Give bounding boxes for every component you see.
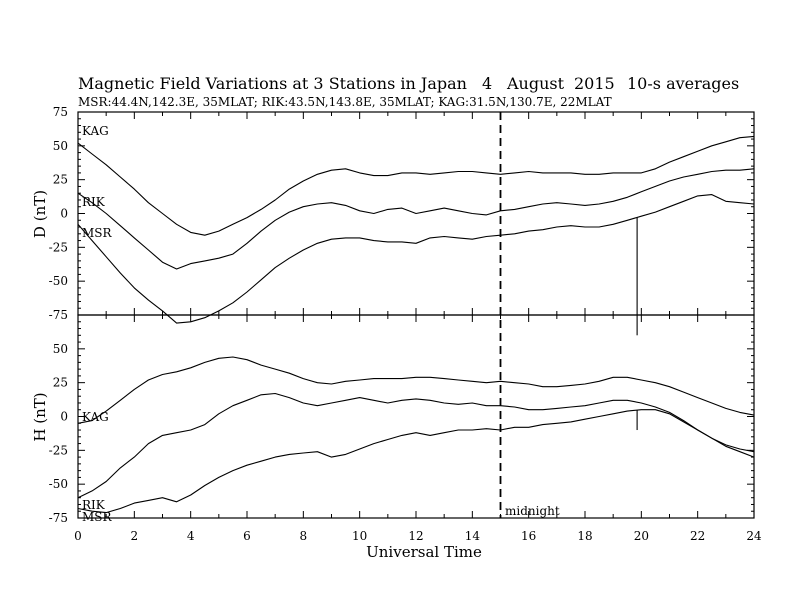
h-panel-series — [77, 356, 755, 514]
x-tick-label: 16 — [521, 529, 536, 543]
d-panel: KAG RIK MSR D (nT) 75 50 25 0 -25 -50 -75 — [31, 105, 755, 336]
y-tick-label: 50 — [53, 342, 68, 356]
x-tick-label: 14 — [465, 529, 481, 543]
d-axis-label: D (nT) — [31, 190, 49, 238]
chart-date-month: August — [506, 74, 565, 93]
x-tick-label: 12 — [408, 529, 423, 543]
y-tick-label: -50 — [49, 477, 68, 491]
x-axis-label: Universal Time — [366, 543, 482, 561]
y-tick-label: -75 — [49, 511, 68, 525]
h-y-tick-labels: 50 25 0 -25 -50 -75 — [49, 342, 68, 525]
y-tick-label: 50 — [53, 139, 68, 153]
d-label-rik: RIK — [82, 195, 106, 209]
x-tick-label: 8 — [300, 529, 308, 543]
x-tick-label: 24 — [746, 529, 762, 543]
h-panel-ticks — [77, 314, 755, 519]
d-panel-ticks — [77, 111, 755, 316]
h-series-kag — [77, 356, 755, 424]
h-series-rik — [77, 392, 755, 499]
h-label-rik: RIK — [82, 498, 106, 512]
d-y-tick-labels: 75 50 25 0 -25 -50 -75 — [49, 105, 68, 322]
x-tick-label: 0 — [74, 529, 82, 543]
chart-averaging: 10-s averages — [627, 74, 739, 93]
d-panel-series — [77, 135, 755, 336]
h-label-kag: KAG — [82, 410, 109, 424]
y-tick-label: -25 — [49, 240, 68, 254]
d-label-kag: KAG — [82, 124, 109, 138]
y-tick-label: 25 — [53, 376, 68, 390]
x-tick-label: 6 — [243, 529, 251, 543]
x-tick-label: 22 — [690, 529, 705, 543]
x-tick-label: 20 — [634, 529, 649, 543]
h-series-msr — [77, 409, 755, 514]
h-label-msr: MSR — [82, 510, 113, 524]
x-tick-label: 2 — [131, 529, 139, 543]
h-axis-label: H (nT) — [31, 392, 49, 441]
x-tick-labels: 0 2 4 6 8 10 12 14 16 18 20 22 24 — [74, 529, 762, 543]
y-tick-label: -50 — [49, 274, 68, 288]
chart-date-year: 2015 — [574, 74, 615, 93]
d-series-kag — [77, 135, 755, 236]
x-tick-label: 18 — [577, 529, 592, 543]
x-tick-label: 4 — [187, 529, 195, 543]
chart-date-day: 4 — [482, 74, 492, 93]
x-tick-label: 10 — [352, 529, 367, 543]
h-panel-frame — [77, 314, 755, 519]
h-panel: KAG RIK MSR H (nT) 50 25 0 -25 -50 -75 — [31, 314, 755, 525]
y-tick-label: -75 — [49, 308, 68, 322]
y-tick-label: 75 — [53, 105, 68, 119]
chart-title: Magnetic Field Variations at 3 Stations … — [78, 74, 467, 93]
y-tick-label: -25 — [49, 443, 68, 457]
y-tick-label: 0 — [60, 410, 68, 424]
d-label-msr: MSR — [82, 226, 113, 240]
stations-info: MSR:44.4N,142.3E, 35MLAT; RIK:43.5N,143.… — [78, 95, 612, 109]
d-series-rik — [77, 168, 755, 270]
y-tick-label: 25 — [53, 173, 68, 187]
midnight-label: midnight — [505, 504, 560, 518]
y-tick-label: 0 — [60, 207, 68, 221]
